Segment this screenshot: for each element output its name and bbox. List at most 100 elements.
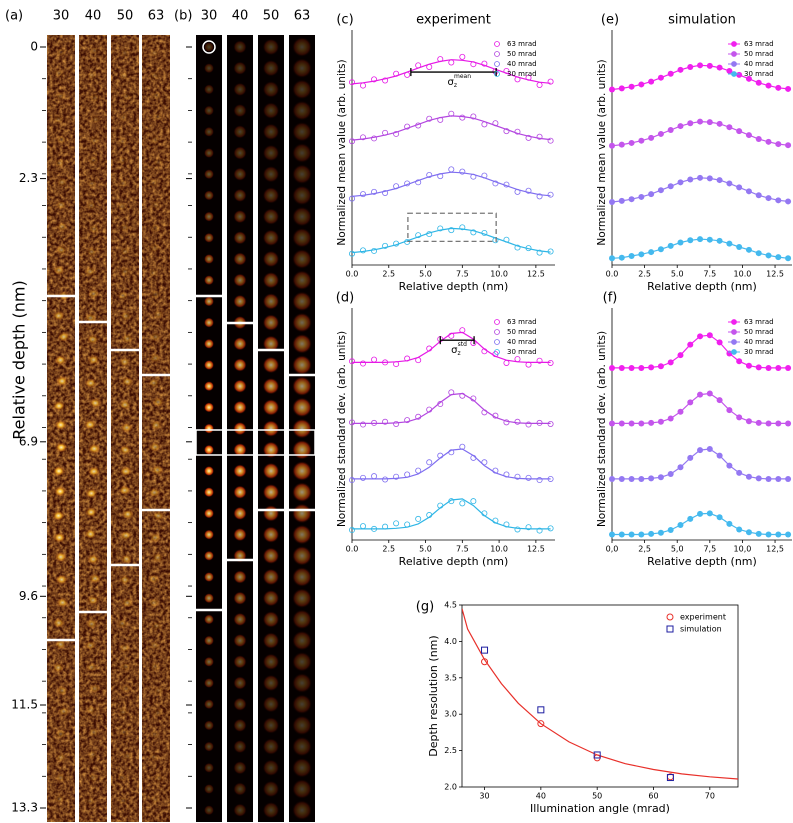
data-point — [726, 124, 733, 131]
x-axis-label: Relative depth (nm) — [647, 555, 757, 568]
x-tick-label: 7,5 — [703, 545, 716, 554]
atom-column — [85, 507, 98, 518]
data-point — [426, 171, 433, 178]
atom-column — [262, 144, 280, 162]
atom-column — [204, 741, 214, 752]
annotation-sub: z — [458, 350, 461, 357]
data-point — [618, 254, 625, 261]
data-point — [503, 521, 510, 528]
chart-title: experiment — [416, 13, 491, 28]
atom-column — [262, 187, 280, 204]
legend-marker — [494, 71, 500, 77]
atom-column — [120, 91, 133, 102]
atom-column — [54, 47, 67, 58]
data-point — [736, 71, 743, 78]
x-tick-label: 10.0 — [490, 270, 508, 279]
data-point — [775, 84, 782, 91]
data-point — [360, 474, 367, 481]
data-point — [706, 119, 713, 126]
legend-marker — [494, 41, 500, 47]
data-point — [775, 475, 782, 482]
atom-column — [121, 597, 134, 608]
atom-column — [233, 634, 247, 648]
atom-column — [53, 265, 66, 276]
data-point — [677, 179, 684, 186]
atom-column — [84, 796, 97, 807]
annotation: σz std — [451, 341, 467, 357]
image-panels: (a) (b) Relative depth (nm) 30 40 50 63 30 40 50 6… — [5, 9, 316, 822]
atom-column — [204, 550, 214, 561]
data-point — [677, 66, 684, 73]
data-point — [492, 517, 499, 524]
atom-column — [89, 398, 102, 409]
data-point — [775, 254, 782, 261]
data-point — [609, 531, 615, 538]
atom-column — [233, 146, 247, 160]
x-tick-label: 10.0 — [734, 270, 752, 279]
atom-column — [233, 188, 247, 202]
legend-marker — [731, 71, 737, 77]
atom-column — [151, 111, 164, 122]
data-point — [426, 115, 433, 122]
atom-column — [150, 420, 163, 431]
atom-column — [292, 37, 312, 57]
atom-column — [292, 652, 312, 672]
data-point — [481, 409, 488, 416]
atom-column — [148, 729, 161, 740]
data-point — [648, 364, 655, 371]
atom-column — [52, 466, 65, 477]
atom-column — [262, 378, 280, 395]
data-point — [765, 420, 772, 427]
atom-column — [85, 662, 98, 673]
data-point — [745, 246, 752, 253]
column-header: 40 — [85, 9, 102, 24]
data-point — [697, 333, 704, 340]
atom-column — [292, 312, 312, 333]
legend-label: 50 mrad — [507, 328, 537, 336]
x-tick-label: 12,5 — [766, 545, 784, 554]
data-point — [448, 449, 455, 456]
data-point — [404, 355, 411, 362]
data-point — [687, 120, 694, 127]
data-point — [716, 397, 723, 404]
atom-column — [262, 166, 280, 183]
atom-column — [119, 246, 132, 257]
data-point — [536, 193, 543, 200]
atom-column — [233, 464, 247, 478]
data-point — [697, 391, 704, 398]
x-tick-label: 12.5 — [527, 545, 545, 554]
atom-column — [204, 105, 214, 116]
data-point — [765, 531, 772, 538]
data-point — [348, 195, 355, 202]
atom-column — [233, 528, 247, 542]
atom-column — [262, 229, 280, 246]
data-point — [628, 475, 635, 482]
atom-column — [86, 749, 99, 760]
atom-column — [56, 597, 69, 608]
data-point — [648, 530, 655, 537]
data-point — [706, 445, 713, 452]
data-point — [726, 240, 733, 247]
atom-column — [117, 727, 130, 738]
data-point — [404, 471, 411, 478]
atom-column — [204, 360, 214, 370]
atom-column — [56, 221, 69, 232]
column-header: 63 — [148, 9, 165, 24]
atom-column — [204, 784, 214, 794]
atom-column — [147, 177, 160, 188]
data-point — [785, 475, 792, 482]
data-point — [755, 419, 762, 426]
data-point — [492, 180, 499, 187]
depth-tick-label: 2.3 — [19, 171, 38, 185]
atom-column — [55, 442, 68, 453]
atom-column — [119, 444, 132, 455]
data-point — [459, 392, 466, 399]
data-point — [726, 180, 733, 187]
data-point — [736, 244, 743, 250]
data-point — [437, 56, 444, 63]
atom-column — [233, 570, 247, 584]
legend-marker — [494, 319, 500, 325]
legend-marker — [494, 349, 500, 355]
data-point — [745, 132, 752, 139]
data-point — [393, 361, 400, 368]
